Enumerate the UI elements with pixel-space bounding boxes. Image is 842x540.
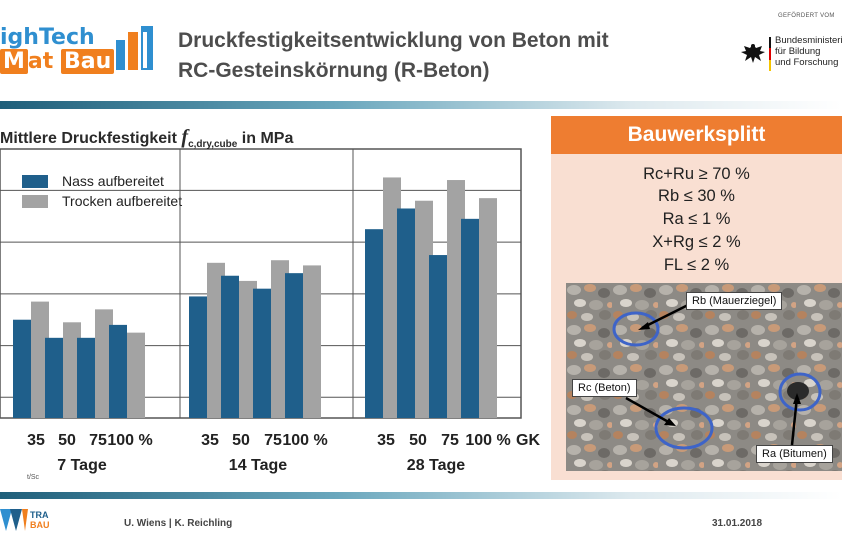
logo-bau: Bau	[60, 49, 115, 74]
panel-title: Bauwerksplitt	[551, 116, 842, 154]
legend-label: Nass aufbereitet	[62, 173, 164, 189]
header-divider-band	[0, 101, 842, 109]
bar	[303, 265, 321, 418]
bar	[13, 319, 31, 418]
bar	[415, 200, 433, 418]
label-rc-beton: Rc (Beton)	[572, 379, 637, 397]
criterion-x-rg: X+Rg ≤ 2 %	[652, 233, 741, 251]
category-tick-label: 35	[377, 432, 395, 449]
footer-divider-band	[0, 492, 842, 499]
bar	[461, 218, 479, 418]
bar	[45, 337, 63, 418]
page-title: Druckfestigkeitsentwicklung von Beton mi…	[178, 26, 698, 86]
logo-line-1: ighTech	[0, 25, 95, 50]
category-tick-label: 75	[89, 432, 107, 449]
chart-title: Mittlere Druckfestigkeit fc,dry,cube in …	[0, 126, 293, 150]
bar	[189, 296, 207, 418]
sponsor-name-line-1: Bundesministeriu	[775, 35, 842, 46]
page-title-line-1: Druckfestigkeitsentwicklung von Beton mi…	[178, 29, 609, 52]
source-note: t/Sc	[27, 474, 40, 481]
logo-at: at	[27, 49, 54, 74]
criterion-rb: Rb ≤ 30 %	[658, 187, 735, 205]
bar	[397, 208, 415, 418]
flag-bar-icon	[769, 37, 771, 71]
sponsor-name-line-3: und Forschung	[775, 57, 839, 68]
chart-svg: Nass aufbereitet Trocken aufbereitet 35 50 7…	[0, 148, 540, 474]
group-label: 28 Tage	[407, 457, 466, 474]
bar	[239, 280, 257, 418]
category-tick-label: 75	[264, 432, 282, 449]
bar	[77, 337, 95, 418]
group-label: 7 Tage	[57, 457, 107, 474]
group-label: 14 Tage	[229, 457, 288, 474]
strength-chart: Nass aufbereitet Trocken aufbereitet 35 50 7…	[0, 109, 552, 489]
bar	[383, 177, 401, 418]
bar	[365, 229, 383, 418]
label-rb-mauerziegel: Rb (Mauerziegel)	[686, 292, 783, 310]
criterion-ra: Ra ≤ 1 %	[662, 210, 731, 228]
legend-label: Trocken aufbereitet	[62, 193, 182, 209]
logo-mark-icon	[116, 26, 153, 70]
bar	[207, 262, 225, 418]
bar	[271, 260, 289, 418]
chart-title-unit: in MPa	[241, 130, 294, 147]
category-tick-label: 100 %	[465, 432, 510, 449]
trabau-logo	[0, 509, 28, 531]
footer-authors: U. Wiens | K. Reichling	[124, 518, 233, 529]
bmbf-sponsor-logo: GEFÖRDERT VOM Bundesministeriu für Bildu…	[740, 10, 842, 80]
bar	[31, 301, 49, 418]
bar	[95, 309, 113, 418]
bar	[221, 275, 239, 418]
bar	[479, 198, 497, 418]
aggregate-photo-image	[566, 283, 842, 471]
criterion-fl: FL ≤ 2 %	[663, 256, 730, 274]
footer-logo-text-1: TRA	[30, 510, 49, 520]
bar	[447, 180, 465, 418]
bar	[285, 273, 303, 418]
sponsor-name: Bundesministeriu für Bildung und Forschu…	[775, 35, 842, 68]
legend-swatch	[22, 175, 48, 188]
footer-logo-text-2: BAU	[30, 520, 50, 530]
category-tick-label: 75	[441, 432, 459, 449]
x-axis-suffix: GK	[516, 432, 540, 449]
bar	[253, 288, 271, 418]
sponsor-name-line-2: für Bildung	[775, 46, 821, 57]
bar	[63, 322, 81, 418]
category-tick-label: 50	[58, 432, 76, 449]
bar	[127, 332, 145, 418]
label-ra-bitumen: Ra (Bitumen)	[756, 445, 833, 463]
category-tick-label: 100 %	[282, 432, 327, 449]
aggregate-photo: Rb (Mauerziegel) Rc (Beton) Ra (Bitumen)	[566, 283, 842, 471]
chart-title-prefix: Mittlere Druckfestigkeit	[0, 130, 177, 147]
logo-m: M	[0, 49, 28, 74]
eagle-icon	[741, 44, 765, 63]
chart-title-subscript: c,dry,cube	[188, 139, 238, 151]
category-tick-label: 35	[201, 432, 219, 449]
category-tick-label: 50	[232, 432, 250, 449]
chart-title-variable: f	[181, 126, 189, 148]
bar	[429, 255, 447, 418]
bar	[109, 324, 127, 418]
category-tick-label: 35	[27, 432, 45, 449]
category-tick-label: 100 %	[107, 432, 152, 449]
legend-swatch	[22, 195, 48, 208]
footer-date: 31.01.2018	[712, 518, 763, 529]
criterion-rc-ru: Rc+Ru ≥ 70 %	[643, 165, 750, 183]
sponsor-top-text: GEFÖRDERT VOM	[778, 13, 835, 19]
category-tick-label: 50	[409, 432, 427, 449]
page-title-line-2: RC-Gesteinskörnung (R-Beton)	[178, 59, 490, 82]
